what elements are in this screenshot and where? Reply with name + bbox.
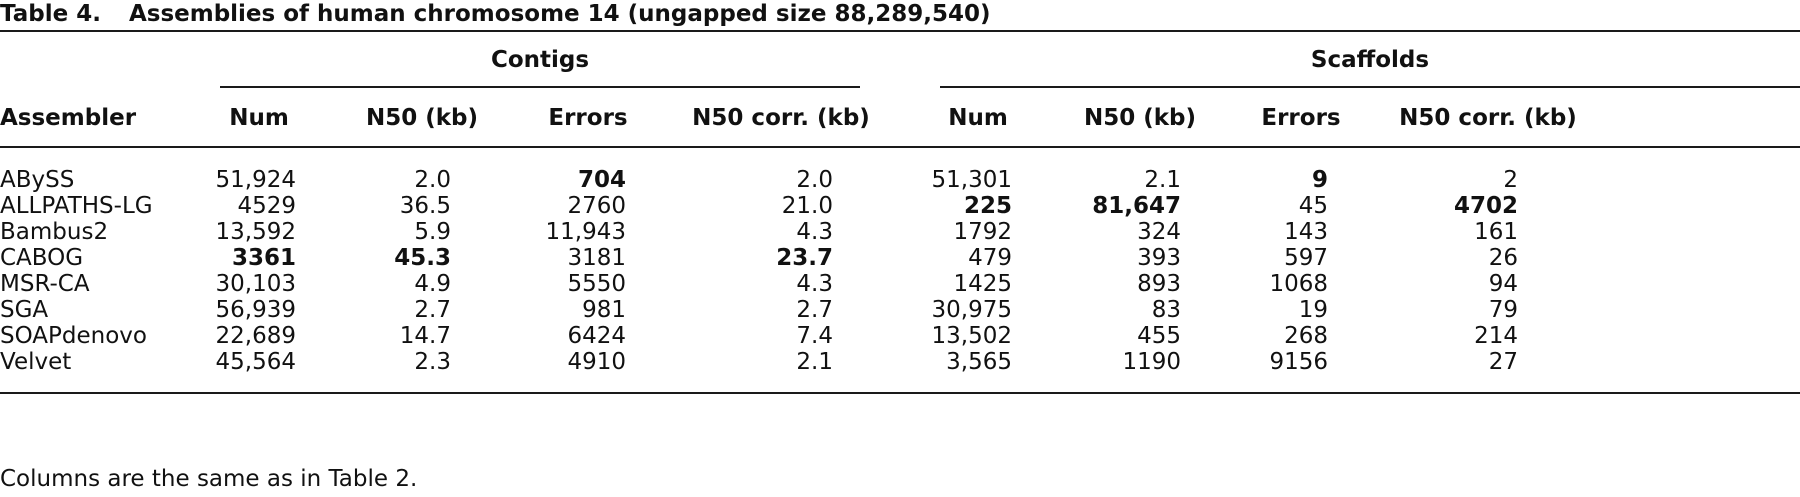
assembler-name: ABySS [0,167,75,193]
cell-contigs-n50: 4.9 [414,271,451,297]
assembler-name: SGA [0,297,49,323]
cell-contigs-errors: 4910 [567,349,626,375]
cell-scaffolds-n50-corr: 94 [1488,271,1518,297]
cell-scaffolds-num: 13,502 [931,323,1012,349]
assembler-name: ALLPATHS-LG [0,193,153,219]
cell-contigs-errors: 704 [577,167,626,193]
scaffolds-group-rule [940,86,1800,88]
table-title: Assemblies of human chromosome 14 (ungap… [128,1,991,27]
cell-scaffolds-n50: 455 [1137,323,1181,349]
cell-scaffolds-errors: 597 [1284,245,1328,271]
cell-scaffolds-n50-corr: 79 [1488,297,1518,323]
cell-scaffolds-n50: 893 [1137,271,1181,297]
group-header-contigs: Contigs [490,47,590,73]
cell-scaffolds-n50: 2.1 [1144,167,1181,193]
cell-contigs-n50-corr: 2.0 [796,167,833,193]
header-scaffolds-num: Num [948,105,1008,131]
header-assembler: Assembler [0,105,137,131]
cell-contigs-num: 56,939 [215,297,296,323]
cell-contigs-errors: 11,943 [545,219,626,245]
cell-contigs-n50-corr: 2.7 [796,297,833,323]
cell-scaffolds-errors: 45 [1298,193,1328,219]
cell-contigs-n50: 14.7 [399,323,451,349]
group-header-scaffolds: Scaffolds [1310,47,1430,73]
cell-contigs-errors: 981 [582,297,626,323]
cell-contigs-errors: 3181 [567,245,626,271]
assembler-name: SOAPdenovo [0,323,147,349]
cell-scaffolds-n50-corr: 161 [1474,219,1518,245]
cell-contigs-num: 30,103 [215,271,296,297]
cell-contigs-n50: 5.9 [414,219,451,245]
assembler-name: Bambus2 [0,219,109,245]
cell-contigs-num: 51,924 [215,167,296,193]
cell-scaffolds-n50-corr: 4702 [1453,193,1518,219]
cell-scaffolds-n50: 1190 [1122,349,1181,375]
cell-contigs-n50-corr: 23.7 [776,245,833,271]
cell-contigs-errors: 5550 [567,271,626,297]
cell-scaffolds-num: 3,565 [946,349,1012,375]
cell-scaffolds-num: 479 [968,245,1012,271]
cell-contigs-n50: 2.7 [414,297,451,323]
contigs-group-rule [220,86,860,88]
cell-contigs-n50: 2.3 [414,349,451,375]
header-rule [0,146,1800,148]
assembler-name: CABOG [0,245,84,271]
cell-contigs-num: 22,689 [215,323,296,349]
cell-contigs-num: 45,564 [215,349,296,375]
cell-scaffolds-n50: 83 [1151,297,1181,323]
cell-scaffolds-errors: 9156 [1269,349,1328,375]
cell-contigs-num: 4529 [237,193,296,219]
cell-scaffolds-num: 225 [963,193,1012,219]
cell-contigs-errors: 2760 [567,193,626,219]
cell-scaffolds-errors: 268 [1284,323,1328,349]
cell-contigs-n50: 2.0 [414,167,451,193]
header-contigs-n50-corr: N50 corr. (kb) [692,105,870,131]
cell-contigs-n50-corr: 2.1 [796,349,833,375]
cell-scaffolds-n50: 324 [1137,219,1181,245]
cell-scaffolds-n50-corr: 214 [1474,323,1518,349]
header-contigs-num: Num [229,105,289,131]
cell-contigs-n50: 45.3 [394,245,451,271]
cell-contigs-n50-corr: 4.3 [796,271,833,297]
cell-scaffolds-n50: 81,647 [1092,193,1181,219]
cell-scaffolds-errors: 143 [1284,219,1328,245]
header-contigs-n50: N50 (kb) [365,105,479,131]
cell-scaffolds-num: 1792 [953,219,1012,245]
cell-scaffolds-errors: 19 [1298,297,1328,323]
cell-scaffolds-n50-corr: 27 [1488,349,1518,375]
cell-scaffolds-num: 51,301 [931,167,1012,193]
header-contigs-errors: Errors [548,105,628,131]
bottom-rule [0,392,1800,394]
cell-contigs-num: 3361 [231,245,296,271]
cell-scaffolds-errors: 1068 [1269,271,1328,297]
assembler-name: Velvet [0,349,72,375]
table-number: Table 4. [0,1,101,27]
header-scaffolds-errors: Errors [1261,105,1341,131]
table-caption: Table 4. Assemblies of human chromosome 1… [0,0,1800,30]
cell-scaffolds-n50-corr: 26 [1488,245,1518,271]
cell-scaffolds-n50: 393 [1137,245,1181,271]
cell-contigs-errors: 6424 [567,323,626,349]
cell-scaffolds-num: 30,975 [931,297,1012,323]
header-scaffolds-n50-corr: N50 corr. (kb) [1399,105,1577,131]
cell-scaffolds-num: 1425 [953,271,1012,297]
cell-scaffolds-n50-corr: 2 [1503,167,1518,193]
cell-contigs-n50-corr: 7.4 [796,323,833,349]
cell-contigs-n50-corr: 4.3 [796,219,833,245]
cell-contigs-n50-corr: 21.0 [781,193,833,219]
top-rule [0,30,1800,32]
assembler-name: MSR-CA [0,271,90,297]
cell-scaffolds-errors: 9 [1311,167,1328,193]
cell-contigs-n50: 36.5 [399,193,451,219]
cell-contigs-num: 13,592 [215,219,296,245]
table-footnote: Columns are the same as in Table 2. [0,466,418,492]
header-scaffolds-n50: N50 (kb) [1083,105,1197,131]
